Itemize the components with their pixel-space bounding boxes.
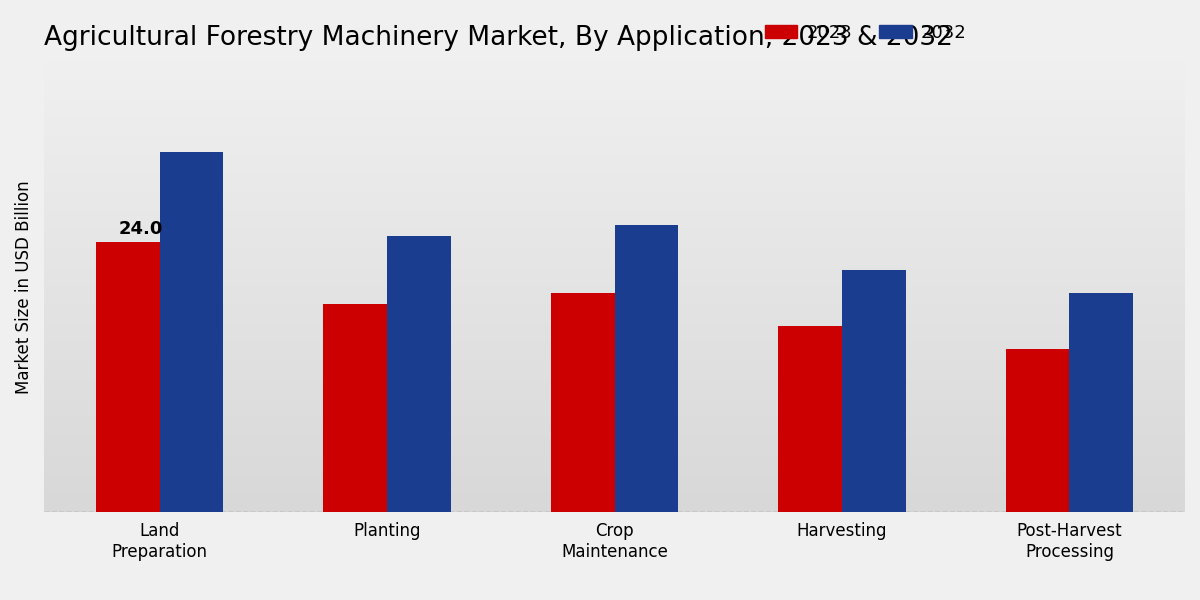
Bar — [324, 304, 388, 512]
Y-axis label: Market Size in USD Billion: Market Size in USD Billion — [14, 180, 34, 394]
Bar — [779, 326, 842, 512]
Bar — [551, 293, 614, 512]
Bar — [842, 270, 906, 512]
Bar — [1006, 349, 1069, 512]
Bar — [96, 242, 160, 512]
Bar — [614, 225, 678, 512]
Bar — [160, 152, 223, 512]
Text: Agricultural Forestry Machinery Market, By Application, 2023 & 2032: Agricultural Forestry Machinery Market, … — [44, 25, 953, 51]
Bar — [388, 236, 451, 512]
Legend: 2023, 2032: 2023, 2032 — [757, 16, 973, 49]
Text: 24.0: 24.0 — [119, 220, 163, 238]
Bar — [1069, 293, 1133, 512]
